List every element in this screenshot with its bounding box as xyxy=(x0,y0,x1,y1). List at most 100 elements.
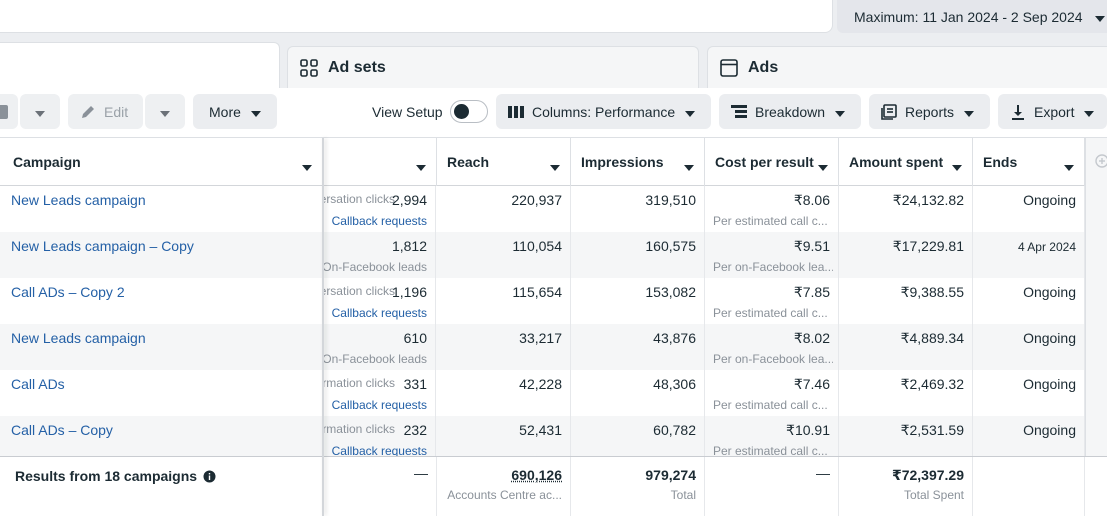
impressions-cell: 319,510 xyxy=(571,186,705,232)
caret-down-icon xyxy=(835,104,846,120)
info-icon[interactable] xyxy=(203,470,216,483)
ends-cell: Ongoing xyxy=(973,416,1085,462)
result-subtype[interactable]: Callback requests xyxy=(331,214,427,228)
header-campaign[interactable]: Campaign xyxy=(0,138,323,186)
reach-value: 115,654 xyxy=(512,284,562,300)
search-input[interactable] xyxy=(0,0,833,33)
reach-value: 42,228 xyxy=(519,376,562,392)
impressions-value: 60,782 xyxy=(653,422,696,438)
duplicate-button[interactable] xyxy=(0,94,18,129)
campaign-name-link[interactable]: Call ADs – Copy 2 xyxy=(11,284,125,300)
table-row[interactable]: Call ADs Information clicks 331 Callback re… xyxy=(0,370,1107,416)
cost-cell: ₹8.06 Per estimated call c... xyxy=(705,186,839,232)
result-type-label: Information clicks xyxy=(323,422,395,436)
table-row[interactable]: New Leads campaign – Copy 1,812 On-Faceboo… xyxy=(0,232,1107,278)
footer-cost-dash: — xyxy=(816,465,830,481)
header-reach[interactable]: Reach xyxy=(437,138,571,186)
reach-cell: 52,431 xyxy=(437,416,571,462)
spent-value: ₹24,132.82 xyxy=(892,192,964,208)
campaign-name-link[interactable]: Call ADs xyxy=(11,376,65,392)
reach-value: 52,431 xyxy=(519,422,562,438)
results-cell: Information clicks 232 Callback requests xyxy=(323,416,436,462)
campaign-name-link[interactable]: New Leads campaign – Copy xyxy=(11,238,194,254)
header-ends[interactable]: Ends xyxy=(973,138,1085,186)
view-setup-toggle[interactable] xyxy=(450,100,488,123)
impressions-cell: 153,082 xyxy=(571,278,705,324)
more-button[interactable]: More xyxy=(193,94,277,129)
spent-value: ₹17,229.81 xyxy=(892,238,964,254)
edit-button[interactable]: Edit xyxy=(68,94,143,129)
cost-subtext: Per estimated call c... xyxy=(713,398,828,412)
impressions-cell: 60,782 xyxy=(571,416,705,462)
result-subtype[interactable]: Callback requests xyxy=(331,398,427,412)
grid-icon xyxy=(300,58,318,77)
header-cost-per-result[interactable]: Cost per result xyxy=(705,138,839,186)
ends-value: Ongoing xyxy=(1023,422,1076,438)
ends-cell: Ongoing xyxy=(973,278,1085,324)
result-subtype[interactable]: Callback requests xyxy=(331,444,427,458)
impressions-value: 319,510 xyxy=(645,192,696,208)
header-impressions[interactable]: Impressions xyxy=(571,138,705,186)
footer-impressions-cell: 979,274 Total xyxy=(571,457,705,516)
cost-subtext: Per on-Facebook lea... xyxy=(713,260,833,274)
caret-down-icon xyxy=(1084,104,1095,120)
add-column-icon xyxy=(1095,154,1107,173)
table-row[interactable]: New Leads campaign 610 On-Facebook leads 33… xyxy=(0,324,1107,370)
breakdown-icon xyxy=(731,104,747,119)
date-range-button[interactable]: Maximum: 11 Jan 2024 - 2 Sep 2024 xyxy=(837,0,1107,33)
table-header: Campaign Reach Impressions Cost per resu… xyxy=(0,138,1107,186)
result-subtype[interactable]: Callback requests xyxy=(331,306,427,320)
columns-button[interactable]: Columns: Performance xyxy=(496,94,711,129)
result-value: 2,994 xyxy=(391,192,427,208)
spent-cell: ₹2,469.32 xyxy=(839,370,973,416)
ends-cell: Ongoing xyxy=(973,324,1085,370)
reach-value: 33,217 xyxy=(519,330,562,346)
table-row[interactable]: New Leads campaign Conversation clicks2,9… xyxy=(0,186,1107,232)
tab-ads[interactable]: Ads xyxy=(707,46,1107,88)
tab-ad-sets[interactable]: Ad sets xyxy=(287,46,699,88)
columns-label: Columns: Performance xyxy=(532,103,676,120)
ends-cell: Ongoing xyxy=(973,370,1085,416)
duplicate-icon xyxy=(0,104,8,119)
result-value: 331 xyxy=(403,376,427,392)
campaign-name-link[interactable]: New Leads campaign xyxy=(11,330,146,346)
impressions-cell: 48,306 xyxy=(571,370,705,416)
caret-down-icon xyxy=(160,104,170,120)
ends-value: Ongoing xyxy=(1023,284,1076,300)
caret-down-icon xyxy=(964,104,975,120)
campaign-name-link[interactable]: New Leads campaign xyxy=(11,192,146,208)
ends-value: Ongoing xyxy=(1023,330,1076,346)
header-impressions-label: Impressions xyxy=(581,154,664,170)
header-results[interactable] xyxy=(323,138,437,186)
view-setup-label: View Setup xyxy=(372,104,443,120)
footer-results-cell: — xyxy=(323,457,437,516)
tab-campaigns[interactable] xyxy=(0,42,280,88)
cost-cell: ₹9.51 Per on-Facebook lea... xyxy=(705,232,839,278)
header-ends-label: Ends xyxy=(983,154,1018,170)
header-amount-spent[interactable]: Amount spent xyxy=(839,138,973,186)
cost-value: ₹8.06 xyxy=(793,192,830,208)
reports-button[interactable]: Reports xyxy=(869,94,990,129)
ends-cell: Ongoing xyxy=(973,186,1085,232)
export-button[interactable]: Export xyxy=(998,94,1107,129)
reach-value: 110,054 xyxy=(512,238,562,254)
impressions-value: 153,082 xyxy=(645,284,696,300)
caret-down-icon xyxy=(952,158,962,174)
reach-cell: 220,937 xyxy=(437,186,571,232)
caret-down-icon xyxy=(1094,9,1105,25)
campaigns-table: Campaign Reach Impressions Cost per resu… xyxy=(0,138,1107,516)
top-strip: Maximum: 11 Jan 2024 - 2 Sep 2024 xyxy=(0,0,1107,42)
table-row[interactable]: Call ADs – Copy 2 Conversation clicks1,19… xyxy=(0,278,1107,324)
header-amount-spent-label: Amount spent xyxy=(849,154,944,170)
impressions-value: 48,306 xyxy=(653,376,696,392)
results-cell: 610 On-Facebook leads xyxy=(323,324,436,370)
table-row[interactable]: Call ADs – Copy Information clicks 232 Call… xyxy=(0,416,1107,462)
edit-dropdown-button[interactable] xyxy=(145,94,185,129)
cost-value: ₹8.02 xyxy=(793,330,830,346)
breakdown-button[interactable]: Breakdown xyxy=(719,94,861,129)
result-type-label: Conversation clicks xyxy=(323,192,395,206)
duplicate-dropdown-button[interactable] xyxy=(20,94,60,129)
campaign-name-link[interactable]: Call ADs – Copy xyxy=(11,422,113,438)
add-column-strip[interactable] xyxy=(1085,138,1107,516)
